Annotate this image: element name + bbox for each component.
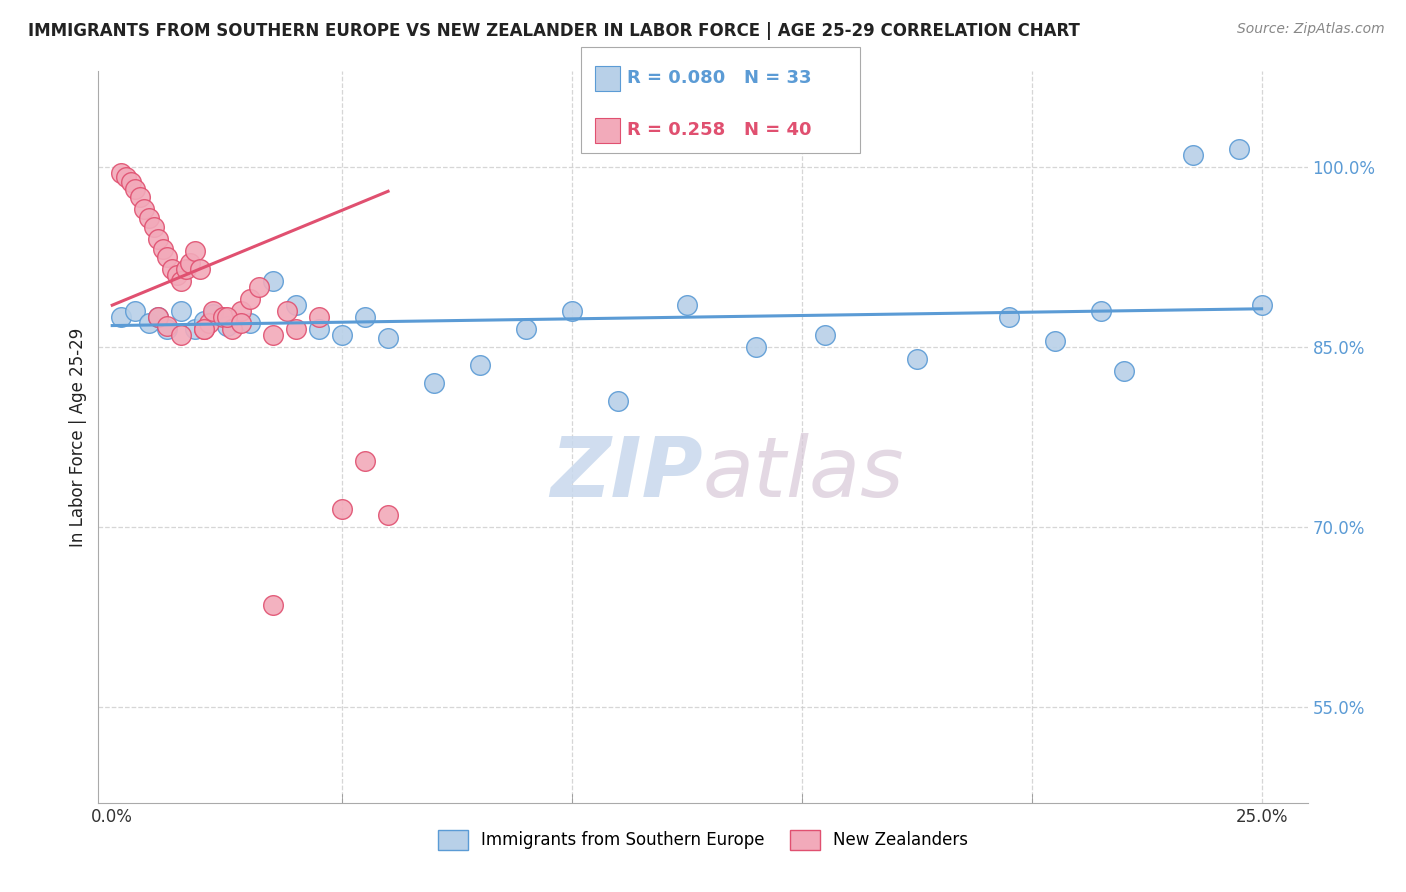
Legend: Immigrants from Southern Europe, New Zealanders: Immigrants from Southern Europe, New Zea… — [432, 823, 974, 856]
Point — [148, 310, 170, 325]
Point — [239, 316, 262, 330]
Point — [221, 322, 243, 336]
Point — [217, 318, 239, 333]
Point — [188, 262, 211, 277]
Point — [377, 330, 399, 344]
Point — [1090, 304, 1112, 318]
Point — [1227, 142, 1250, 156]
Point — [193, 322, 215, 336]
Point — [170, 274, 193, 288]
Point — [1043, 334, 1066, 348]
Point — [814, 328, 837, 343]
Point — [354, 454, 377, 468]
Point — [138, 211, 160, 225]
Point — [1181, 148, 1204, 162]
Text: atlas: atlas — [703, 434, 904, 514]
Point — [156, 318, 179, 333]
Point — [354, 310, 377, 325]
Point — [745, 340, 768, 354]
Point — [468, 358, 491, 372]
Point — [202, 304, 225, 318]
Point — [330, 502, 353, 516]
Point — [607, 394, 630, 409]
Point — [148, 232, 170, 246]
Point — [229, 304, 252, 318]
Point — [124, 304, 146, 318]
Text: R = 0.258   N = 40: R = 0.258 N = 40 — [627, 121, 811, 139]
Point — [142, 220, 165, 235]
Point — [193, 322, 215, 336]
Point — [276, 304, 298, 318]
Point — [229, 316, 252, 330]
Point — [1250, 298, 1272, 312]
Point — [217, 310, 239, 325]
Point — [285, 322, 308, 336]
Point — [262, 328, 284, 343]
Point — [160, 262, 183, 277]
Point — [170, 304, 193, 318]
Y-axis label: In Labor Force | Age 25-29: In Labor Force | Age 25-29 — [69, 327, 87, 547]
Point — [262, 274, 284, 288]
Point — [285, 298, 308, 312]
Point — [905, 352, 928, 367]
Text: ZIP: ZIP — [550, 434, 703, 514]
Point — [308, 322, 330, 336]
Point — [184, 322, 207, 336]
Point — [156, 322, 179, 336]
Point — [134, 202, 156, 217]
Point — [197, 316, 219, 330]
Point — [115, 169, 138, 184]
Point — [120, 175, 142, 189]
Point — [202, 307, 225, 321]
Point — [170, 328, 193, 343]
Point — [676, 298, 699, 312]
Point — [330, 328, 353, 343]
Point — [152, 242, 174, 256]
Point — [515, 322, 537, 336]
Point — [193, 314, 215, 328]
Point — [308, 310, 330, 325]
Point — [148, 310, 170, 325]
Point — [110, 310, 132, 325]
Point — [138, 316, 160, 330]
Point — [174, 262, 197, 277]
Point — [211, 310, 233, 325]
Point — [239, 292, 262, 306]
Point — [997, 310, 1019, 325]
Point — [166, 268, 188, 283]
Point — [377, 508, 399, 522]
Text: Source: ZipAtlas.com: Source: ZipAtlas.com — [1237, 22, 1385, 37]
Point — [179, 256, 201, 270]
Text: R = 0.080   N = 33: R = 0.080 N = 33 — [627, 70, 811, 87]
Point — [247, 280, 270, 294]
Point — [262, 598, 284, 612]
Point — [156, 250, 179, 264]
Point — [561, 304, 583, 318]
Point — [110, 166, 132, 180]
Point — [184, 244, 207, 259]
Text: IMMIGRANTS FROM SOUTHERN EUROPE VS NEW ZEALANDER IN LABOR FORCE | AGE 25-29 CORR: IMMIGRANTS FROM SOUTHERN EUROPE VS NEW Z… — [28, 22, 1080, 40]
Point — [1112, 364, 1135, 378]
Point — [128, 190, 150, 204]
Point — [124, 182, 146, 196]
Point — [423, 376, 446, 391]
